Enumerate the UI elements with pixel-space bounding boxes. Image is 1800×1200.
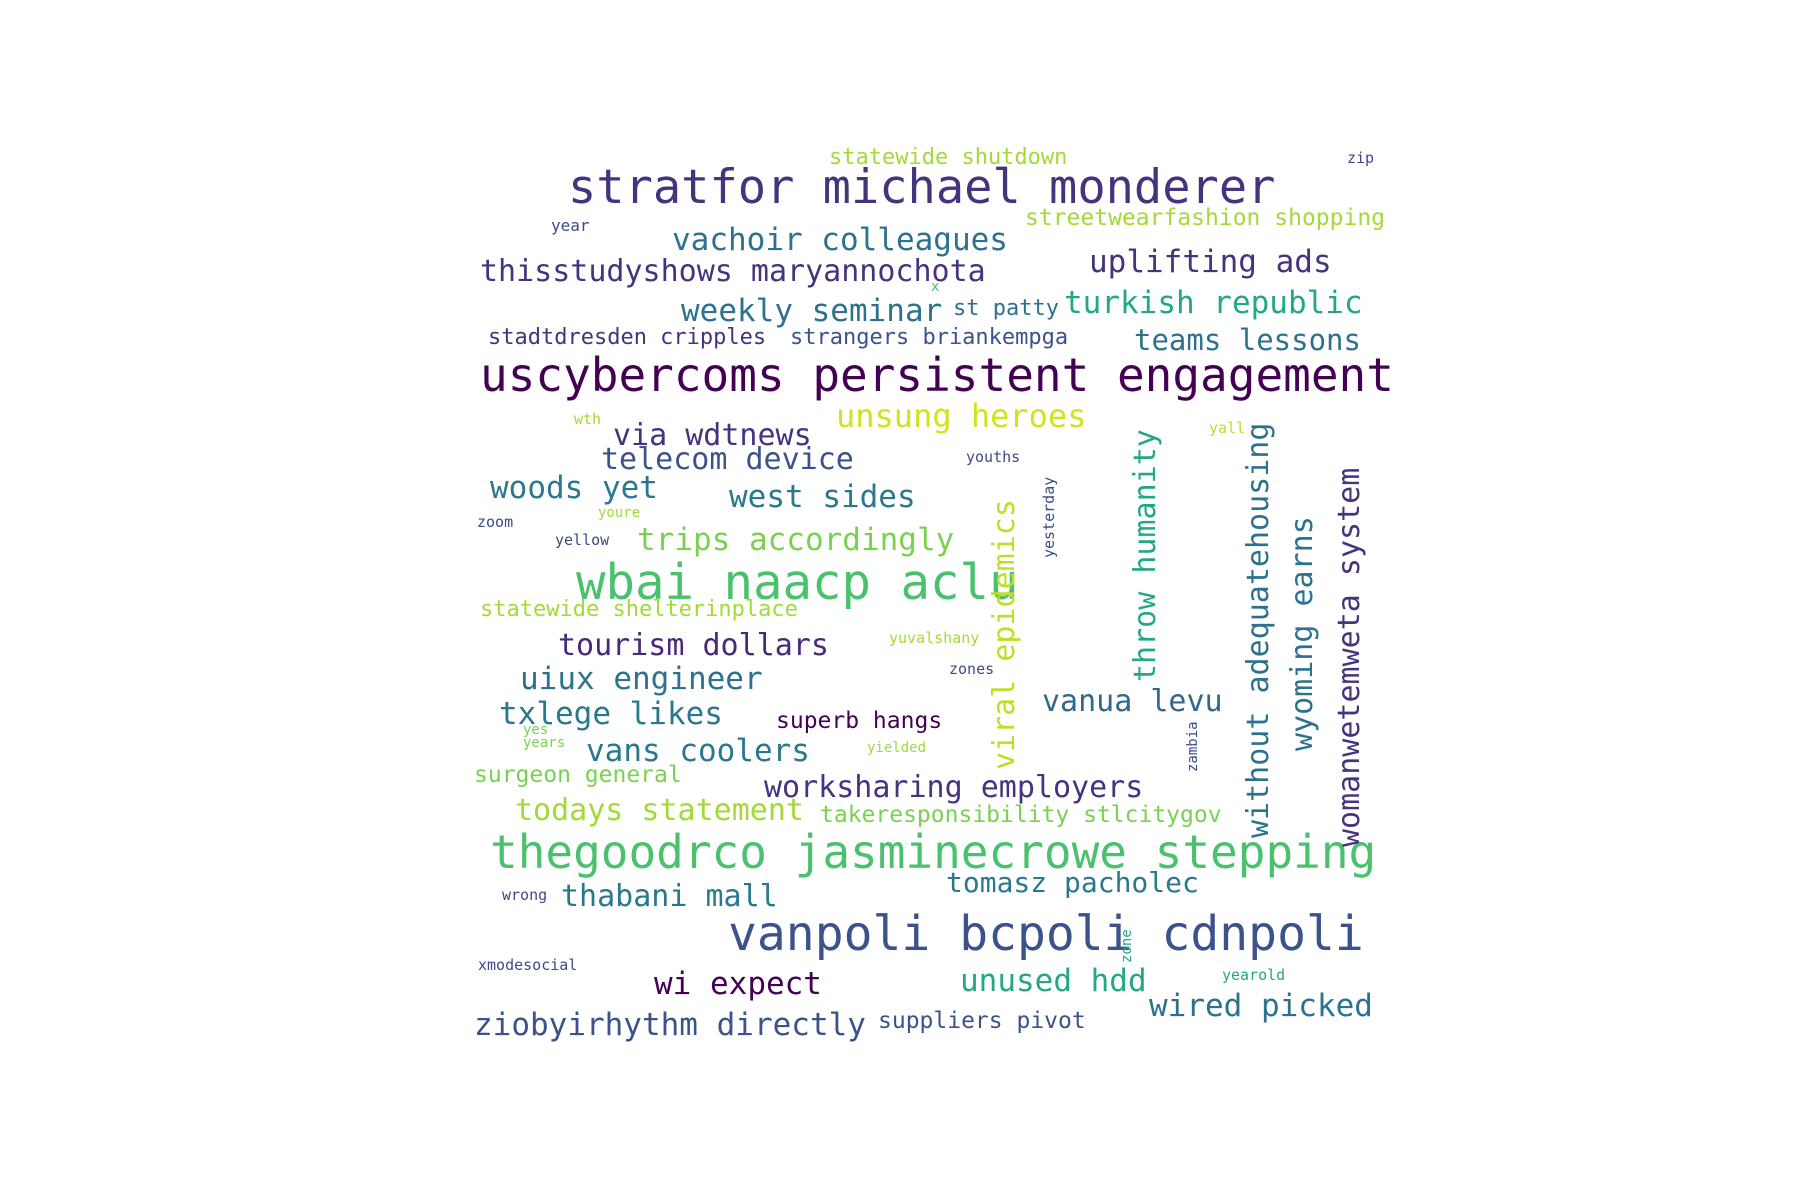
word-tourism-dollars: tourism dollars: [558, 628, 829, 663]
word-thegoodrco-jasminecrowe-stepping: thegoodrco jasminecrowe stepping: [490, 825, 1376, 879]
word-year: year: [551, 216, 590, 235]
word-yall: yall: [1209, 419, 1245, 437]
word-uscybercoms-persistent-engagement: uscybercoms persistent engagement: [480, 348, 1394, 402]
word-cloud-words: stratfor michael monderer uscybercoms per…: [474, 145, 1394, 1043]
word-wi-expect: wi expect: [654, 966, 822, 1002]
word-strangers-briankempga: strangers briankempga: [790, 325, 1068, 350]
word-takeresponsibility-stlcitygov: takeresponsibility stlcitygov: [820, 802, 1222, 828]
word-yuvalshany: yuvalshany: [889, 629, 979, 647]
word-without-adequatehousing: without adequatehousing: [1241, 423, 1276, 838]
word-zoom: zoom: [477, 513, 513, 531]
word-years: years: [523, 735, 565, 751]
word-weekly-seminar: weekly seminar: [681, 293, 942, 329]
word-turkish-republic: turkish republic: [1064, 285, 1363, 321]
word-txlege-likes: txlege likes: [499, 696, 723, 732]
word-yes: yes: [523, 722, 548, 738]
word-woods-yet: woods yet: [490, 470, 658, 506]
word-ziobyirhythm-directly: ziobyirhythm directly: [474, 1007, 866, 1043]
word-youths: youths: [966, 448, 1020, 466]
word-thisstudyshows-maryannochota: thisstudyshows maryannochota: [480, 254, 986, 289]
word-uplifting-ads: uplifting ads: [1089, 244, 1332, 280]
word-st-patty: st patty: [953, 296, 1059, 321]
word-zambia: zambia: [1185, 721, 1201, 772]
word-vachoir-colleagues: vachoir colleagues: [672, 222, 1008, 258]
word-vans-coolers: vans coolers: [586, 733, 810, 769]
word-tomasz-pacholec: tomasz pacholec: [946, 866, 1199, 899]
word-west-sides: west sides: [729, 479, 916, 515]
word-statewide-shelterinplace: statewide shelterinplace: [480, 597, 798, 622]
word-zone: zone: [1119, 929, 1135, 963]
word-trips-accordingly: trips accordingly: [637, 522, 954, 558]
word-yearold: yearold: [1222, 966, 1285, 984]
word-wth: wth: [574, 410, 601, 428]
word-wbai-naacp-aclu: wbai naacp aclu: [576, 554, 1019, 611]
word-vanpoli-bcpoli-cdnpoli: vanpoli bcpoli cdnpoli: [728, 906, 1364, 962]
word-x: x: [931, 279, 939, 295]
word-worksharing-employers: worksharing employers: [764, 770, 1143, 805]
word-stratfor-michael-monderer: stratfor michael monderer: [568, 160, 1275, 215]
word-yesterday: yesterday: [1040, 477, 1058, 558]
word-zip: zip: [1347, 149, 1374, 167]
word-teams-lessons: teams lessons: [1134, 323, 1361, 357]
word-wired-picked: wired picked: [1149, 988, 1373, 1024]
word-todays-statement: todays statement: [515, 793, 804, 828]
word-thabani-mall: thabani mall: [561, 879, 778, 914]
word-yellow: yellow: [555, 531, 610, 549]
word-unused-hdd: unused hdd: [960, 963, 1147, 999]
word-wrong: wrong: [502, 886, 547, 904]
word-wyoming-earns: wyoming earns: [1285, 516, 1320, 751]
word-xmodesocial: xmodesocial: [478, 956, 577, 974]
word-suppliers-pivot: suppliers pivot: [878, 1008, 1086, 1034]
word-viral-epidemics: viral epidemics: [987, 499, 1022, 770]
word-youre: youre: [598, 505, 640, 521]
word-superb-hangs: superb hangs: [776, 708, 942, 734]
word-via-wdtnews: via wdtnews: [613, 418, 812, 453]
word-yielded: yielded: [867, 740, 926, 756]
word-telecom-device: telecom device: [601, 442, 854, 477]
word-vanua-levu: vanua levu: [1042, 684, 1223, 719]
word-uiux-engineer: uiux engineer: [520, 661, 763, 697]
word-streetwearfashion-shopping: streetwearfashion shopping: [1025, 205, 1385, 231]
word-throw-humanity: throw humanity: [1128, 429, 1163, 682]
word-unsung-heroes: unsung heroes: [836, 397, 1086, 435]
word-stadtdresden-cripples: stadtdresden cripples: [488, 325, 766, 350]
word-zones: zones: [949, 660, 994, 678]
word-statewide-shutdown: statewide shutdown: [829, 145, 1067, 170]
word-surgeon-general: surgeon general: [474, 762, 682, 788]
word-womanwetemweta-system: womanwetemweta system: [1332, 468, 1367, 847]
